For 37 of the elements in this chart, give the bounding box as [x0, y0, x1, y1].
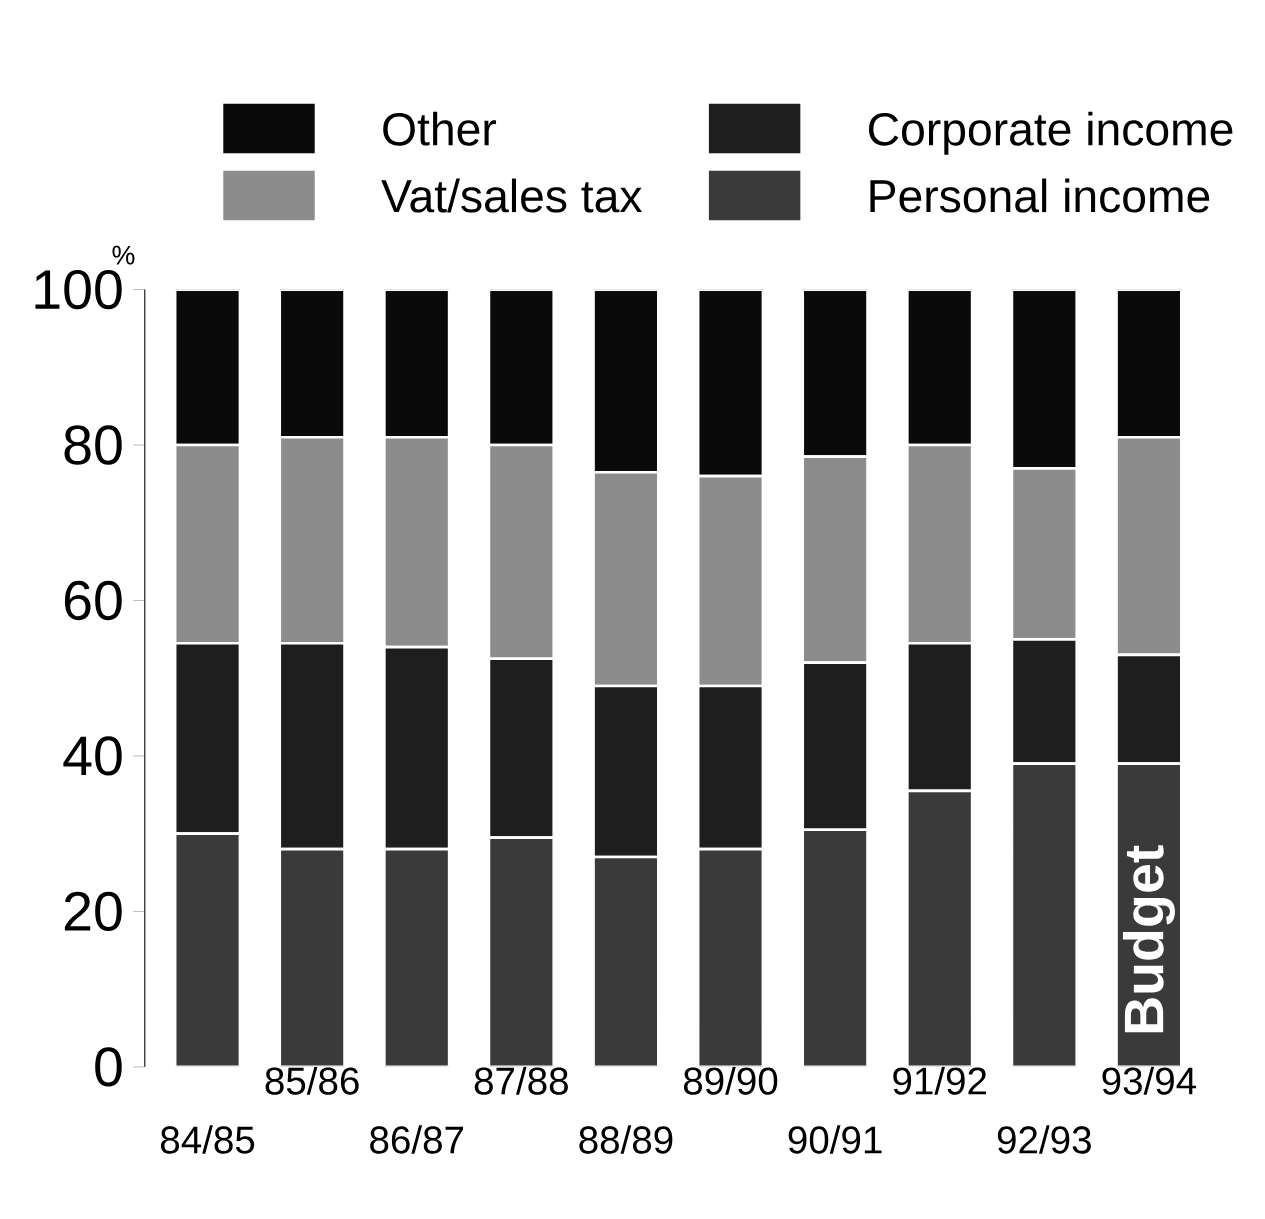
legend-label: Personal income: [870, 178, 1210, 213]
y-tick-label: 100: [35, 269, 122, 310]
bar: [173, 289, 242, 447]
x-tick-label: 86/87: [370, 1125, 464, 1154]
x-tick-label: 89/90: [683, 1066, 778, 1095]
x-tick-label: 92/93: [997, 1125, 1091, 1154]
bar: [696, 289, 765, 478]
y-tick-label: 40: [63, 736, 122, 776]
x-tick-label: 85/86: [265, 1066, 359, 1095]
y-tick-label: 60: [64, 580, 122, 621]
bar: [592, 289, 660, 474]
y-tick-label: 20: [64, 891, 122, 931]
bar: [1011, 763, 1077, 1067]
legend-label: Vat/sales tax: [381, 178, 643, 213]
bar: [279, 849, 345, 1067]
bar: [698, 849, 763, 1067]
legend-label: Other: [383, 111, 497, 146]
bar: [907, 790, 973, 1067]
x-tick-label: 93/94: [1102, 1066, 1197, 1095]
x-tick-label: 87/88: [474, 1066, 568, 1095]
y-tick-label: 0: [95, 1047, 122, 1087]
x-tick-label: 84/85: [160, 1125, 255, 1154]
bar: [278, 289, 346, 439]
bar: [801, 289, 869, 458]
x-tick-label: 91/92: [893, 1066, 987, 1095]
bar: [175, 833, 240, 1067]
bar: [488, 837, 554, 1067]
y-axis-title: %: [112, 245, 135, 265]
annotation: Budget: [1122, 845, 1175, 1033]
bar: [1115, 289, 1183, 439]
bar: [384, 849, 450, 1067]
x-tick-label: 88/89: [579, 1125, 673, 1154]
x-tick-label: 90/91: [788, 1125, 882, 1154]
bar: [802, 829, 868, 1067]
bar: [593, 856, 659, 1067]
legend-label: Corporate income: [869, 111, 1233, 155]
y-tick-label: 80: [64, 425, 122, 465]
